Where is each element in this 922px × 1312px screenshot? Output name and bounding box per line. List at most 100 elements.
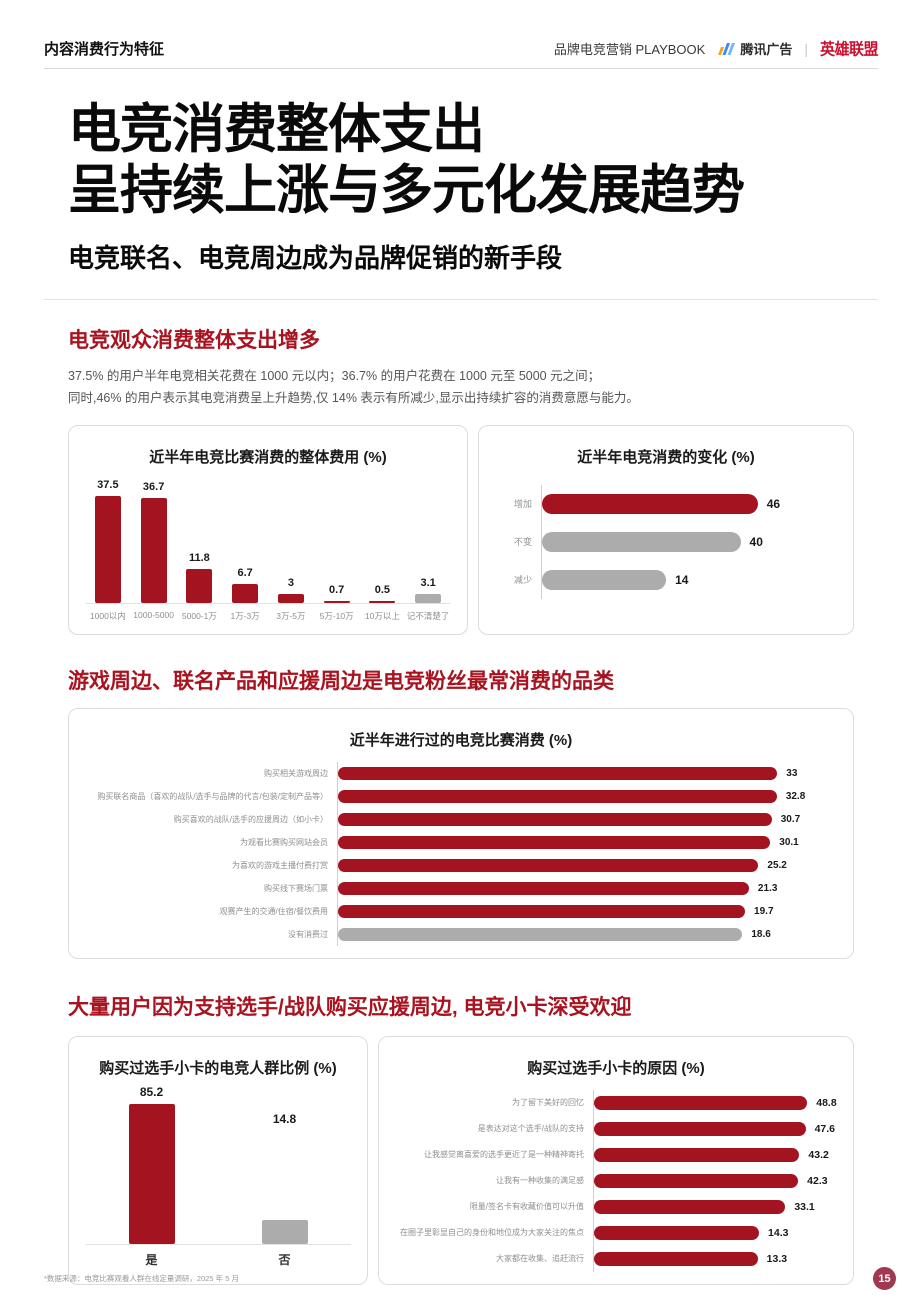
- category-label: 否: [278, 1252, 291, 1267]
- bar: [594, 1095, 808, 1110]
- bar-column: 85.2: [85, 1084, 218, 1244]
- tencent-ads-logo-icon: [718, 42, 736, 55]
- section1-paragraph: 37.5% 的用户半年电竞相关花费在 1000 元以内；36.7% 的用户花费在…: [68, 365, 854, 410]
- bar-track: 21.3: [337, 876, 837, 900]
- chart-card-consumption-types: 近半年进行过的电竞比赛消费 (%) 购买相关游戏周边 33 购买联名商品（喜欢的战队…: [68, 707, 854, 959]
- bar: [186, 569, 213, 603]
- category-label: 5万-10万: [319, 610, 354, 621]
- chart-card-card-buyers: 购买过选手小卡的电竞人群比例 (%) 85.2 14.8 是 否: [68, 1035, 368, 1285]
- bar-value: 40: [749, 534, 763, 549]
- bar: [140, 498, 167, 603]
- bar-track: 13.3: [593, 1245, 837, 1272]
- bar-value: 3.1: [420, 577, 436, 590]
- bar-value: 33: [786, 767, 798, 779]
- bar-value: 14.8: [272, 1111, 297, 1126]
- bar-track: 47.6: [593, 1115, 837, 1142]
- bar: [277, 594, 304, 603]
- bar: [338, 812, 772, 826]
- chart-title: 近半年电竞消费的变化 (%): [577, 448, 755, 466]
- chart-plot: 85.2 14.8: [85, 1084, 351, 1245]
- bar-category-label: 不变: [513, 537, 532, 548]
- bar-column: 3: [268, 473, 314, 603]
- bar-value: 6.7: [237, 566, 253, 579]
- category-label: 1000-5000: [133, 609, 174, 620]
- header-right: 品牌电竞营销 PLAYBOOK 腾讯广告 | 英雄联盟: [554, 38, 879, 59]
- section2-heading: 游戏周边、联名产品和应援周边是电竞粉丝最常消费的品类: [68, 669, 614, 693]
- source-footnote: *数据来源：电竞比赛观看人群在线定量调研，2025 年 5 月: [44, 1274, 240, 1283]
- bar-track: 48.8: [593, 1089, 837, 1116]
- bar: [338, 904, 746, 918]
- horizontal-bar-chart: 增加 46 不变 40 减少 14: [495, 484, 837, 599]
- bar-track: 40: [541, 522, 837, 561]
- bar-value: 30.1: [779, 836, 799, 848]
- bar: [323, 600, 350, 603]
- bar: [594, 1173, 799, 1188]
- bar: [594, 1251, 758, 1266]
- bar-category-label: 为喜欢的游戏主播付费打赏: [232, 860, 328, 870]
- bar: [542, 493, 758, 514]
- page-number-badge: 15: [873, 1267, 896, 1290]
- category-label: 是: [145, 1252, 158, 1267]
- bar-value: 37.5: [97, 479, 119, 492]
- bar-category-label: 购买相关游戏周边: [264, 768, 328, 778]
- page-header: 内容消费行为特征 品牌电竞营销 PLAYBOOK 腾讯广告 | 英雄联盟: [44, 38, 879, 69]
- bar-track: 33.1: [593, 1193, 837, 1220]
- vertical-bar-chart: 37.5 36.7 11.8 6.7 3 0.7 0.5 3.1 1000以内 1000-5000…: [85, 473, 451, 622]
- bar-track: 30.7: [337, 807, 837, 831]
- bar-category-label: 购买线下赛场门票: [264, 883, 328, 893]
- bar: [542, 531, 741, 552]
- bar: [542, 569, 667, 590]
- bar-track: 25.2: [337, 853, 837, 877]
- bar-column: 6.7: [222, 473, 268, 603]
- bar-value: 13.3: [766, 1252, 788, 1265]
- bar: [338, 789, 777, 803]
- bar-column: 11.8: [177, 473, 223, 603]
- bar-value: 43.2: [808, 1148, 829, 1161]
- bar-track: 33: [337, 761, 837, 785]
- bar: [232, 583, 259, 603]
- bar-category-label: 增加: [513, 499, 532, 510]
- header-divider: |: [804, 40, 808, 57]
- bar-category-label: 是表达对这个选手/战队的支持: [477, 1124, 584, 1134]
- bar: [338, 766, 778, 780]
- category-label: 5000-1万: [181, 610, 217, 621]
- bar-track: 32.8: [337, 784, 837, 808]
- section3-heading: 大量用户因为支持选手/战队购买应援周边, 电竞小卡深受欢迎: [68, 995, 632, 1019]
- bar: [338, 927, 743, 941]
- category-label: 10万以上: [364, 610, 400, 621]
- bar-track: 46: [541, 484, 837, 523]
- page-subtitle: 电竞联名、电竞周边成为品牌促销的新手段: [68, 242, 563, 273]
- bar-column: 3.1: [405, 473, 451, 603]
- bar-column: 0.5: [360, 473, 406, 603]
- bar-value: 33.1: [794, 1200, 815, 1213]
- bar-value: 32.8: [785, 790, 806, 802]
- category-labels: 1000以内 1000-5000 5000-1万 1万-3万 3万-5万 5万-10万 10…: [85, 604, 451, 622]
- bar: [338, 881, 749, 895]
- chart-card-card-reasons: 购买过选手小卡的原因 (%) 为了留下美好的回忆 48.8 是表达对这个选手/战队的…: [378, 1035, 854, 1285]
- bar: [594, 1147, 800, 1162]
- bar-value: 14: [675, 572, 689, 587]
- bar: [94, 496, 121, 603]
- bar-category-label: 为观看比赛购买网站会员: [240, 837, 328, 847]
- hero-title-block: 电竞消费整体支出 呈持续上涨与多元化发展趋势 电竞联名、电竞周边成为品牌促销的新…: [68, 99, 854, 275]
- bar-value: 30.7: [780, 813, 801, 825]
- chart-card-spend-change: 近半年电竞消费的变化 (%) 增加 46 不变 40 减少 14: [478, 424, 854, 635]
- bar-column: 14.8: [218, 1084, 351, 1244]
- header-section-title: 内容消费行为特征: [44, 41, 165, 58]
- horizontal-rule: [44, 298, 878, 300]
- bar-category-label: 观赛产生的交通/住宿/餐饮费用: [219, 906, 328, 916]
- bar: [261, 1219, 308, 1244]
- chart-title: 购买过选手小卡的电竞人群比例 (%): [99, 1059, 337, 1077]
- bar-value: 21.3: [757, 882, 778, 894]
- bar-category-label: 为了留下美好的回忆: [512, 1098, 584, 1108]
- chart-card-overall-spend: 近半年电竞比赛消费的整体费用 (%) 37.5 36.7 11.8 6.7 3 0.7 0.…: [68, 424, 468, 635]
- horizontal-bar-chart: 购买相关游戏周边 33 购买联名商品（喜欢的战队/选手与品牌的代言/包装/定制产品等…: [85, 761, 837, 946]
- bar-track: 42.3: [593, 1167, 837, 1194]
- page-title-line2: 呈持续上涨与多元化发展趋势: [68, 161, 745, 221]
- bar-track: 19.7: [337, 899, 837, 923]
- bar-column: 37.5: [85, 473, 131, 603]
- bar-value: 0.5: [374, 583, 391, 596]
- paragraph-line: 同时,46% 的用户表示其电竞消费呈上升趋势,仅 14% 表示有所减少,显示出持…: [68, 391, 639, 406]
- chart-plot: 37.5 36.7 11.8 6.7 3 0.7 0.5 3.1: [85, 473, 451, 604]
